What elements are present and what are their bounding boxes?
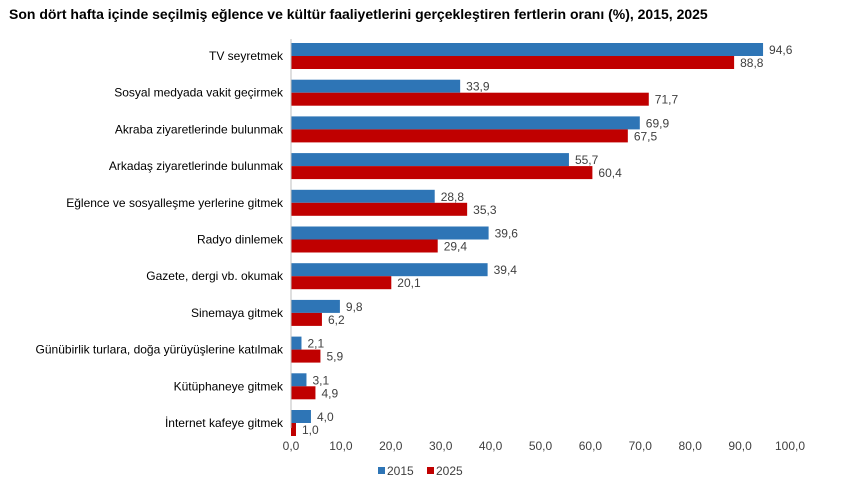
bar (291, 263, 488, 277)
bar (291, 116, 640, 130)
x-tick-label: 20,0 (379, 439, 403, 453)
data-label: 67,5 (634, 129, 658, 143)
data-label: 20,1 (397, 276, 421, 290)
bar (291, 202, 468, 216)
data-label: 71,7 (655, 93, 679, 107)
data-label: 39,4 (494, 263, 518, 277)
chart-title: Son dört hafta içinde seçilmiş eğlence v… (9, 6, 708, 22)
x-tick-label: 30,0 (429, 439, 453, 453)
bar (291, 423, 296, 436)
category-label: TV seyretmek (209, 49, 284, 63)
bar (291, 166, 593, 180)
bar (291, 239, 438, 253)
data-label: 3,1 (312, 373, 329, 387)
bar (291, 299, 340, 313)
data-label: 5,9 (326, 350, 343, 364)
category-label: Günübirlik turlara, doğa yürüyüşlerine k… (36, 343, 284, 357)
x-tick-label: 50,0 (529, 439, 553, 453)
legend-label: 2015 (387, 464, 414, 478)
bar (291, 373, 307, 387)
data-label: 4,0 (317, 410, 334, 424)
category-label: Sinemaya gitmek (191, 306, 284, 320)
category-label: Kütüphaneye gitmek (174, 379, 284, 393)
bar (291, 129, 628, 143)
bar (291, 153, 569, 167)
x-tick-label: 70,0 (629, 439, 653, 453)
bar (291, 79, 461, 93)
x-tick-label: 10,0 (329, 439, 353, 453)
data-label: 69,9 (646, 116, 670, 130)
data-label: 6,2 (328, 313, 345, 327)
x-tick-label: 0,0 (283, 439, 300, 453)
bar (291, 189, 435, 203)
data-label: 33,9 (466, 80, 490, 94)
category-label: İnternet kafeye gitmek (165, 416, 284, 430)
category-label: Akraba ziyaretlerinde bulunmak (115, 122, 284, 136)
data-label: 55,7 (575, 153, 599, 167)
category-label: Gazete, dergi vb. okumak (146, 269, 284, 283)
bar (291, 336, 302, 350)
axis-layer: 0,0 10,0 20,0 30,0 40,0 50,0 60,0 70,0 80,0 90,0 1… (283, 39, 805, 453)
x-tick-label: 60,0 (579, 439, 603, 453)
bar (291, 386, 316, 400)
labels-layer: TV seyretmek 94,6 88,8 Sosyal medyada vakit… (36, 43, 793, 437)
data-label: 60,4 (598, 166, 622, 180)
category-label: Arkadaş ziyaretlerinde bulunmak (109, 159, 284, 173)
category-label: Sosyal medyada vakit geçirmek (114, 86, 284, 100)
x-tick-label: 100,0 (775, 439, 805, 453)
data-label: 35,3 (473, 203, 497, 217)
data-label: 94,6 (769, 43, 793, 57)
data-label: 9,8 (346, 300, 363, 314)
bar (291, 312, 322, 326)
legend-swatch (378, 467, 385, 474)
data-label: 28,8 (441, 190, 465, 204)
bars-layer (291, 43, 764, 436)
category-label: Radyo dinlemek (197, 233, 284, 247)
bar (291, 276, 392, 290)
bar (291, 410, 311, 423)
x-tick-label: 80,0 (679, 439, 703, 453)
x-tick-label: 40,0 (479, 439, 503, 453)
data-label: 88,8 (740, 56, 764, 70)
data-label: 2,1 (307, 337, 324, 351)
legend-swatch (427, 467, 434, 474)
data-label: 29,4 (444, 240, 468, 254)
legend: 2015 2025 (378, 464, 463, 478)
bar (291, 43, 764, 56)
bar (291, 92, 649, 106)
bar (291, 349, 321, 363)
data-label: 4,9 (321, 386, 338, 400)
category-label: Eğlence ve sosyalleşme yerlerine gitmek (66, 196, 284, 210)
bar (291, 226, 489, 240)
data-label: 39,6 (495, 227, 519, 241)
data-label: 1,0 (302, 423, 319, 437)
legend-label: 2025 (436, 464, 463, 478)
bar (291, 56, 735, 69)
x-tick-label: 90,0 (728, 439, 752, 453)
